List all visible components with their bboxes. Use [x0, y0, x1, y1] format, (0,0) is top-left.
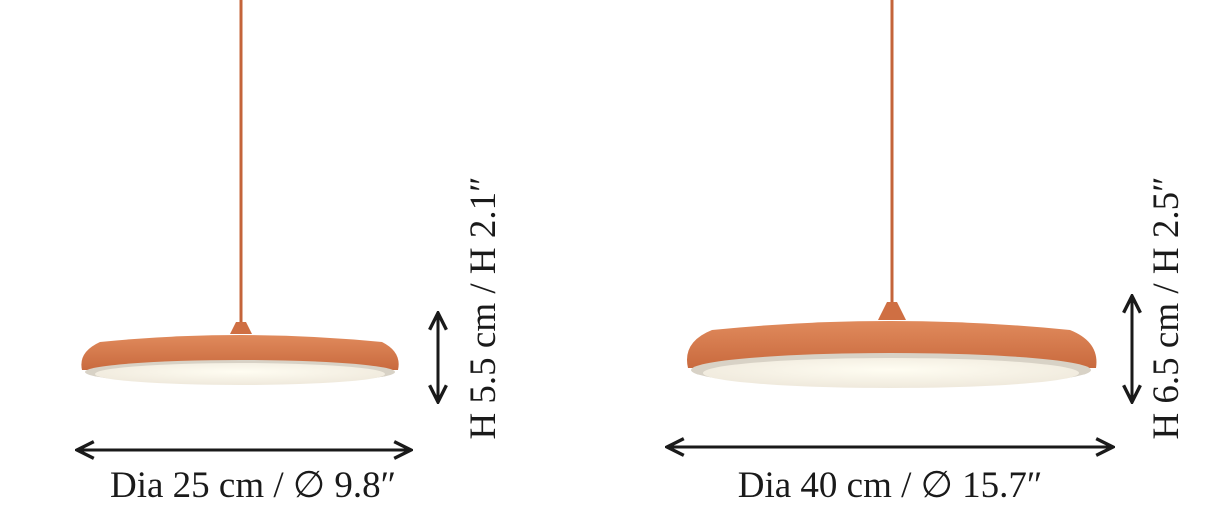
diameter-label: Dia 40 cm / ∅ 15.7″ — [738, 465, 1043, 506]
height-label: H 5.5 cm / H 2.1″ — [463, 176, 504, 439]
diameter-label: Dia 25 cm / ∅ 9.8″ — [110, 465, 396, 506]
lamp-small — [81, 0, 399, 385]
lamp-large — [687, 0, 1097, 388]
height-label: H 6.5 cm / H 2.5″ — [1146, 176, 1187, 439]
